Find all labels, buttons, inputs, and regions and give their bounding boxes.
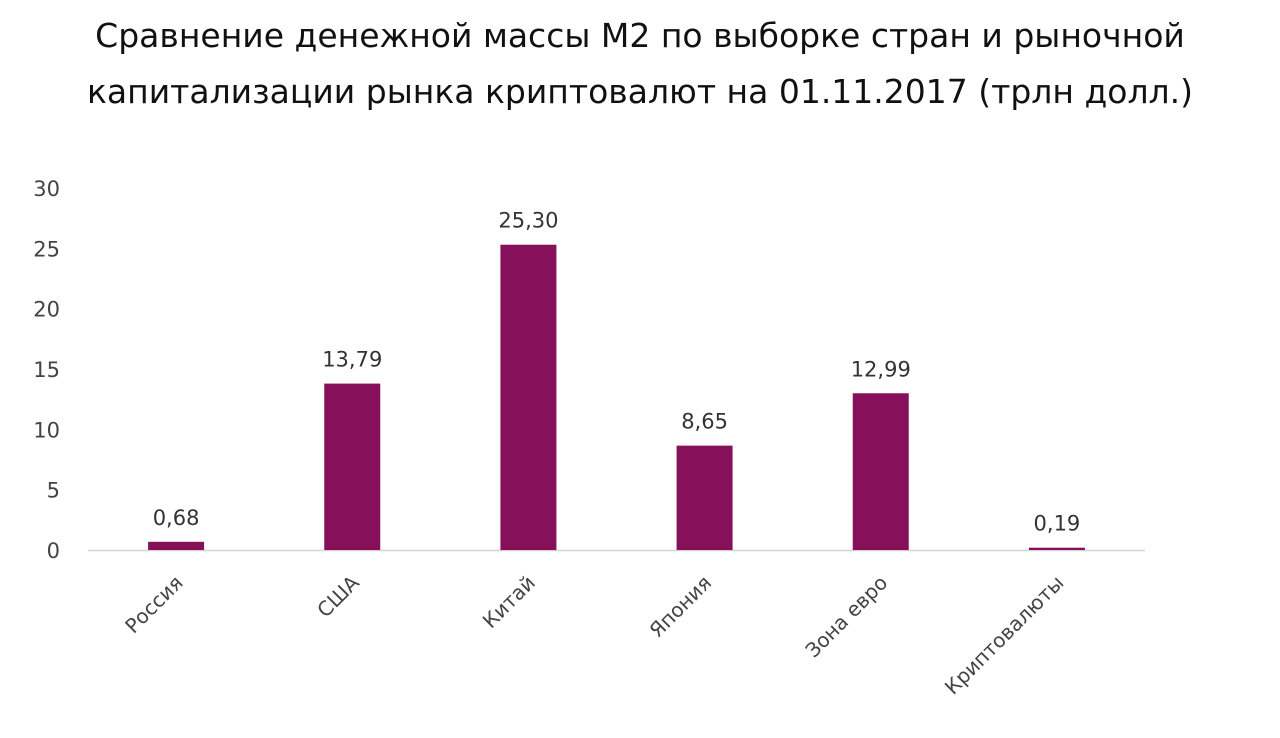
category-label-5: Криптовалюты [940,571,1069,700]
data-labels-group: 0,68 13,79 25,30 8,65 12,99 0,19 [153,209,1081,536]
category-label-3: Япония [644,571,716,643]
chart-title-line-2: капитализации рынка криптовалют на 01.11… [86,72,1194,111]
y-tick-label-0: 0 [47,539,60,563]
bar-2 [500,244,557,551]
category-label-2: Китай [478,571,540,633]
category-label-4: Зона евро [801,571,893,663]
bar-1 [324,383,381,550]
data-label-3: 8,65 [681,410,728,434]
bar-4 [852,393,909,550]
y-tick-label-4: 20 [33,298,60,322]
category-labels-group: Россия США Китай Япония Зона евро Криптовалют… [120,570,1068,699]
data-label-2: 25,30 [498,209,558,233]
y-axis-ticks: 0 5 10 15 20 25 30 [33,177,60,563]
data-label-0: 0,68 [153,506,200,530]
bars-group [148,244,1085,551]
y-tick-label-2: 10 [33,418,60,442]
data-label-5: 0,19 [1034,512,1081,536]
data-label-4: 12,99 [851,357,911,381]
chart-title: Сравнение денежной массы М2 по выборке с… [0,8,1280,120]
y-tick-label-3: 15 [33,358,60,382]
chart-title-line-1: Сравнение денежной массы М2 по выборке с… [95,16,1185,55]
bar-0 [148,541,205,550]
y-tick-label-1: 5 [47,479,60,503]
y-tick-label-6: 30 [33,177,60,201]
data-label-1: 13,79 [322,348,382,372]
bar-5 [1028,547,1085,550]
y-tick-label-5: 25 [33,237,60,261]
category-label-1: США [312,570,364,622]
category-label-0: Россия [120,571,187,638]
bar-3 [676,445,733,550]
